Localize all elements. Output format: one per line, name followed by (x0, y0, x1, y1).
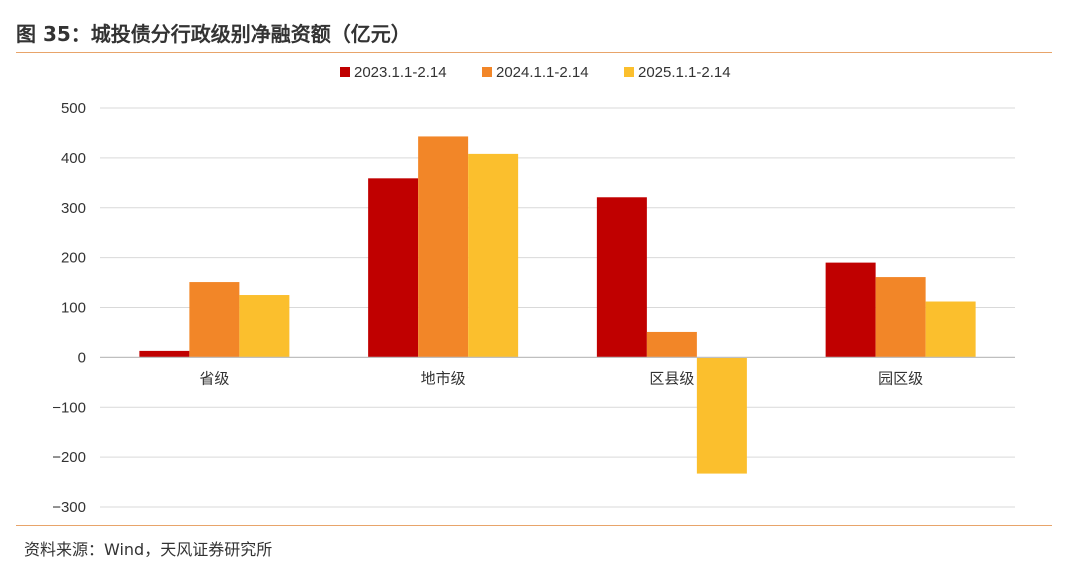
source-note: 资料来源：Wind，天风证券研究所 (24, 540, 273, 559)
x-category-label: 园区级 (878, 370, 923, 387)
legend-label: 2024.1.1-2.14 (496, 64, 589, 81)
y-tick-label: 300 (61, 200, 86, 217)
bar (696, 357, 747, 474)
source-divider (16, 525, 1052, 526)
legend-swatch (624, 67, 634, 77)
bar (646, 331, 697, 358)
y-tick-label: −100 (52, 399, 86, 416)
bar (189, 282, 240, 358)
bar (825, 262, 876, 358)
y-tick-label: −200 (52, 449, 86, 466)
bar (596, 197, 647, 358)
legend-label: 2023.1.1-2.14 (354, 64, 447, 81)
x-category-label: 区县级 (649, 370, 694, 387)
figure-title: 图 35：城投债分行政级别净融资额（亿元） (16, 22, 411, 46)
legend-swatch (340, 67, 350, 77)
x-category-label: 省级 (199, 370, 229, 387)
bar (239, 295, 290, 358)
bar (925, 301, 976, 358)
y-tick-label: 200 (61, 250, 86, 267)
title-divider (16, 52, 1052, 53)
x-category-label: 地市级 (421, 370, 466, 387)
y-tick-label: 400 (61, 150, 86, 167)
legend-swatch (482, 67, 492, 77)
legend-label: 2025.1.1-2.14 (638, 64, 731, 81)
bar (875, 277, 926, 358)
bar (139, 350, 190, 358)
bar (368, 178, 419, 358)
y-tick-label: 0 (78, 349, 86, 366)
y-tick-label: −300 (52, 499, 86, 516)
bar (418, 136, 469, 358)
y-tick-label: 500 (61, 100, 86, 117)
bar (468, 153, 519, 358)
y-tick-label: 100 (61, 300, 86, 317)
